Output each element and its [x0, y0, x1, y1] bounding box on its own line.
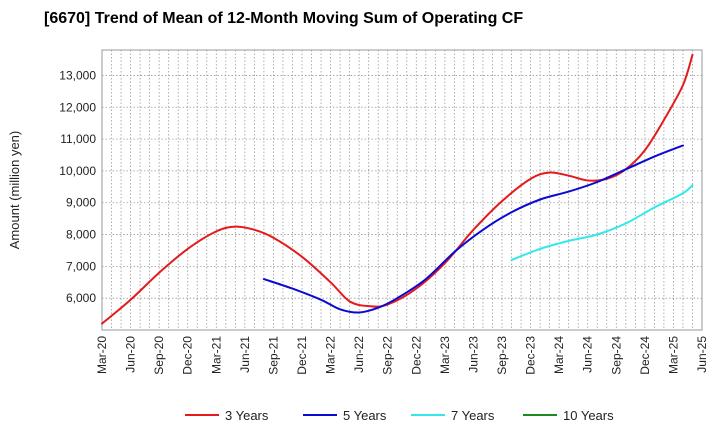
x-tick-label: Sep-23 — [495, 336, 509, 375]
x-tick-label: Sep-22 — [381, 336, 395, 375]
x-tick-label: Jun-21 — [238, 336, 252, 373]
legend: 3 Years 5 Years 7 Years 10 Years — [185, 408, 614, 423]
y-tick-label: 8,000 — [66, 228, 96, 242]
x-tick-label: Jun-20 — [124, 336, 138, 373]
y-tick-label: 12,000 — [59, 100, 96, 114]
series-line-5-years — [262, 144, 684, 314]
y-axis-label: Amount (million yen) — [7, 131, 22, 250]
y-tick-label: 6,000 — [66, 291, 96, 305]
x-tick-label: Jun-22 — [352, 336, 366, 373]
series-line-3-years — [101, 53, 694, 325]
y-tick-label: 7,000 — [66, 259, 96, 273]
legend-label-10-years: 10 Years — [563, 408, 614, 423]
x-tick-label: Jun-24 — [581, 336, 595, 373]
chart-title: [6670] Trend of Mean of 12-Month Moving … — [44, 10, 524, 27]
legend-label-3-years: 3 Years — [225, 408, 269, 423]
x-tick-label: Sep-21 — [266, 336, 280, 375]
x-tick-label: Mar-22 — [324, 336, 338, 374]
x-tick-label: Dec-21 — [295, 336, 309, 375]
x-tick-label: Jun-25 — [695, 336, 709, 373]
x-tick-label: Mar-24 — [552, 336, 566, 374]
x-tick-label: Jun-23 — [466, 336, 480, 373]
y-axis-ticks: 6,000 7,000 8,000 9,000 10,000 11,000 12,000 13… — [59, 68, 96, 305]
x-tick-label: Dec-24 — [638, 336, 652, 375]
x-tick-label: Dec-22 — [409, 336, 423, 375]
y-tick-label: 13,000 — [59, 68, 96, 82]
x-tick-label: Dec-23 — [524, 336, 538, 375]
x-tick-label: Mar-23 — [438, 336, 452, 374]
series-lines — [101, 53, 694, 325]
plot-area — [101, 49, 703, 331]
x-tick-label: Mar-20 — [95, 336, 109, 374]
legend-label-5-years: 5 Years — [343, 408, 387, 423]
x-tick-label: Mar-21 — [209, 336, 223, 374]
y-tick-label: 11,000 — [60, 132, 96, 146]
grid-lines — [102, 50, 702, 330]
y-tick-label: 9,000 — [66, 196, 96, 210]
x-tick-label: Dec-20 — [181, 336, 195, 375]
legend-label-7-years: 7 Years — [451, 408, 495, 423]
x-tick-label: Sep-24 — [609, 336, 623, 375]
x-tick-label: Mar-25 — [666, 336, 680, 374]
y-tick-label: 10,000 — [59, 164, 96, 178]
x-axis-ticks: Mar-20 Jun-20 Sep-20 Dec-20 Mar-21 Jun-21 Sep-… — [95, 336, 709, 375]
x-tick-label: Sep-20 — [152, 336, 166, 375]
series-line-7-years — [510, 184, 694, 261]
